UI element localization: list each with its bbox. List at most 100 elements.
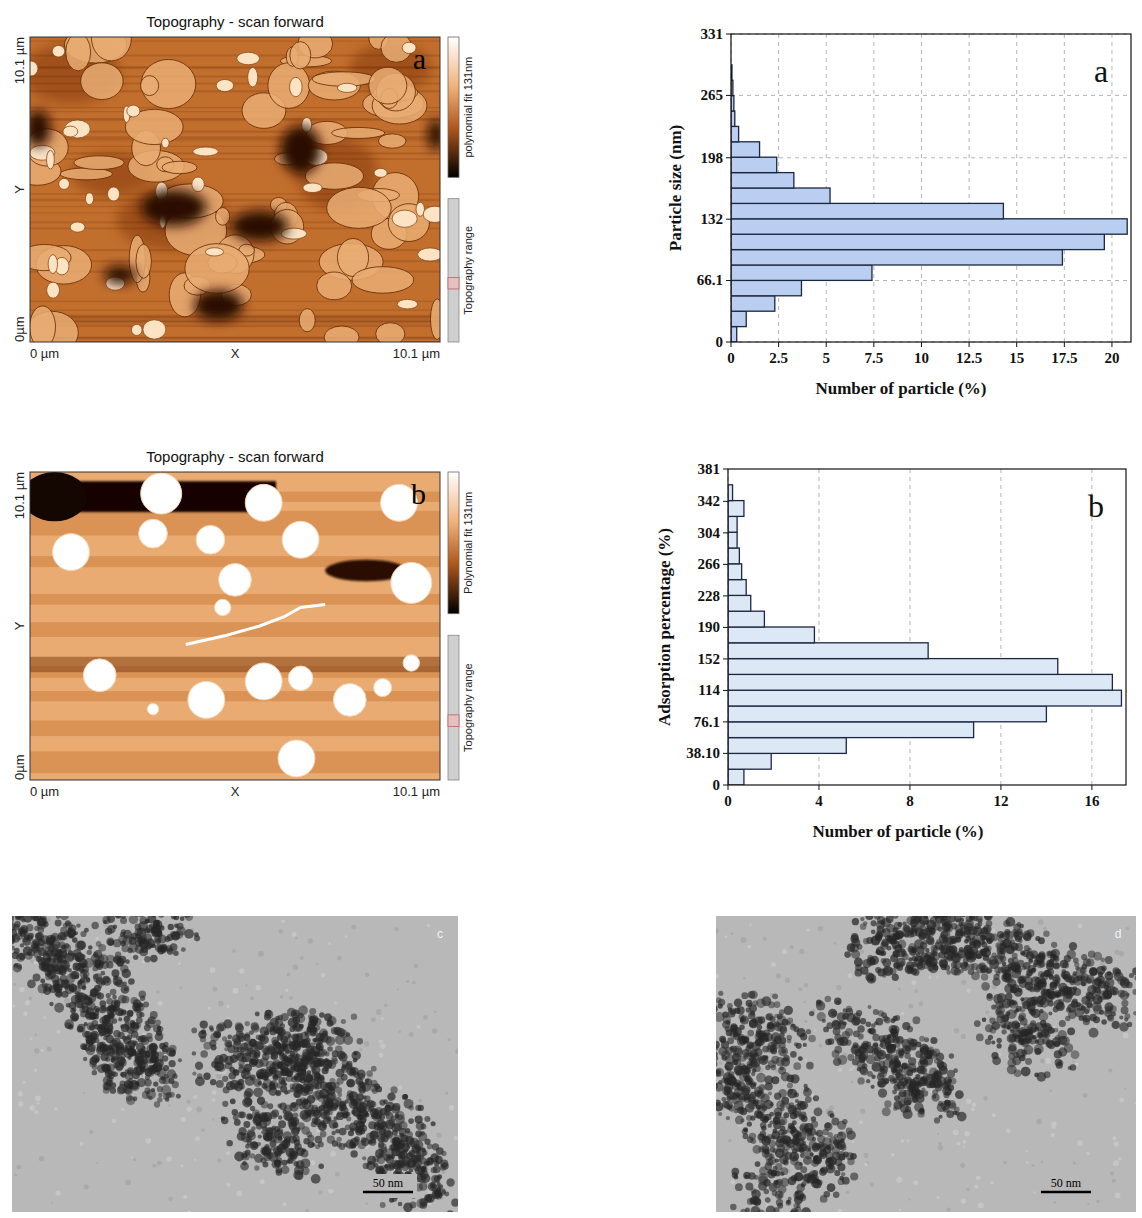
afm-particle xyxy=(215,599,231,615)
nanoparticle xyxy=(451,1199,458,1207)
bars xyxy=(728,485,1121,785)
nanoparticle xyxy=(13,963,22,972)
afm-grain xyxy=(423,206,440,222)
y-tick xyxy=(726,342,731,343)
tem-noise xyxy=(334,1002,337,1005)
nanoparticle xyxy=(330,1099,340,1109)
scan-line xyxy=(30,319,440,322)
tem-noise xyxy=(16,1165,21,1170)
x-tick xyxy=(731,342,732,347)
y-tick-label: 114 xyxy=(698,682,720,698)
panel-letter: a xyxy=(1094,53,1108,89)
tem-noise xyxy=(157,1161,162,1166)
nanoparticle xyxy=(412,1158,422,1168)
tem-noise xyxy=(19,987,24,992)
tem-noise xyxy=(84,1184,89,1189)
nanoparticle xyxy=(141,946,148,953)
nanoparticle xyxy=(361,1137,367,1143)
afm-patch xyxy=(376,323,405,342)
tem-noise xyxy=(260,1179,265,1184)
nanoparticle xyxy=(139,1066,146,1073)
nanoparticle xyxy=(239,1083,245,1089)
tem-noise xyxy=(454,1136,458,1140)
nanoparticle xyxy=(129,916,139,924)
nanoparticle xyxy=(75,975,79,979)
nanoparticle xyxy=(348,1130,354,1136)
tem-noise xyxy=(208,1007,211,1010)
histogram-bar xyxy=(728,627,814,643)
nanoparticle xyxy=(180,916,185,921)
afm-grain xyxy=(47,282,60,298)
nanoparticle xyxy=(357,1069,366,1078)
histogram-bar xyxy=(728,659,1058,675)
nanoparticle xyxy=(124,1072,133,1081)
tem-noise xyxy=(447,1038,450,1041)
afm-patch xyxy=(317,272,352,300)
y-tick-label: 266 xyxy=(698,556,721,572)
tem-noise xyxy=(188,938,190,940)
nanoparticle xyxy=(432,1143,439,1150)
tem-noise xyxy=(365,973,370,978)
y-tick-label: 198 xyxy=(701,150,724,166)
x-tick xyxy=(1000,785,1001,790)
y-tick-label: 228 xyxy=(698,588,721,604)
histogram-bar xyxy=(728,738,846,754)
tem-noise xyxy=(245,984,247,986)
nanoparticle xyxy=(163,1065,169,1071)
nanoparticle xyxy=(215,1031,221,1037)
tem-noise xyxy=(51,1202,53,1204)
nanoparticle xyxy=(409,1105,414,1110)
x-tick xyxy=(778,342,779,347)
tem-noise xyxy=(79,1142,83,1146)
tem-noise xyxy=(280,995,283,998)
afm-pit xyxy=(280,125,321,174)
histogram-bar xyxy=(728,580,746,596)
tem-noise xyxy=(380,1044,385,1049)
nanoparticle xyxy=(441,1162,449,1170)
afm-particle xyxy=(374,679,392,697)
nanoparticle xyxy=(284,1091,288,1095)
nanoparticle xyxy=(106,961,113,968)
y-axis-title: Particle size (nm) xyxy=(666,125,685,252)
nanoparticle xyxy=(162,1049,167,1054)
nanoparticle xyxy=(20,943,24,947)
nanoparticle xyxy=(103,1082,111,1090)
tem-noise xyxy=(379,1039,383,1043)
scan-line xyxy=(30,118,440,121)
nanoparticle xyxy=(153,1062,163,1072)
nanoparticle xyxy=(273,1075,279,1081)
histogram-bar xyxy=(728,643,928,659)
nanoparticle xyxy=(172,1073,177,1078)
afm-particle xyxy=(141,473,182,514)
nanoparticle xyxy=(55,920,62,927)
nanoparticle xyxy=(437,1187,442,1192)
nanoparticle xyxy=(140,996,145,1001)
nanoparticle xyxy=(152,916,156,917)
afm-grain xyxy=(418,248,440,261)
grid-line xyxy=(1016,34,1017,342)
tem-noise xyxy=(394,927,398,931)
afm-patch xyxy=(369,67,407,104)
scan-line xyxy=(30,152,440,154)
afm-ground xyxy=(30,472,440,780)
nanoparticle xyxy=(376,1115,381,1120)
tem-noise xyxy=(54,1107,57,1110)
afm-pit xyxy=(231,211,288,242)
y-tick-label: 76.1 xyxy=(694,714,720,730)
image-frame xyxy=(30,472,440,780)
y-tick-label: 38.10 xyxy=(686,745,720,761)
afm-particle xyxy=(403,655,419,671)
nanoparticle xyxy=(120,916,126,919)
nanoparticle xyxy=(113,976,122,985)
tem-noise xyxy=(96,1162,98,1164)
tem-noise xyxy=(25,1000,30,1005)
nanoparticle xyxy=(153,1081,158,1086)
x-tick-label: 4 xyxy=(815,793,823,809)
nanoparticle xyxy=(374,1122,380,1128)
tem-noise xyxy=(47,1046,52,1051)
nanoparticle xyxy=(350,1150,357,1157)
afm-grain xyxy=(374,168,387,177)
nanoparticle xyxy=(64,1019,74,1029)
tem-noise xyxy=(250,996,254,1000)
nanoparticle xyxy=(103,977,112,986)
